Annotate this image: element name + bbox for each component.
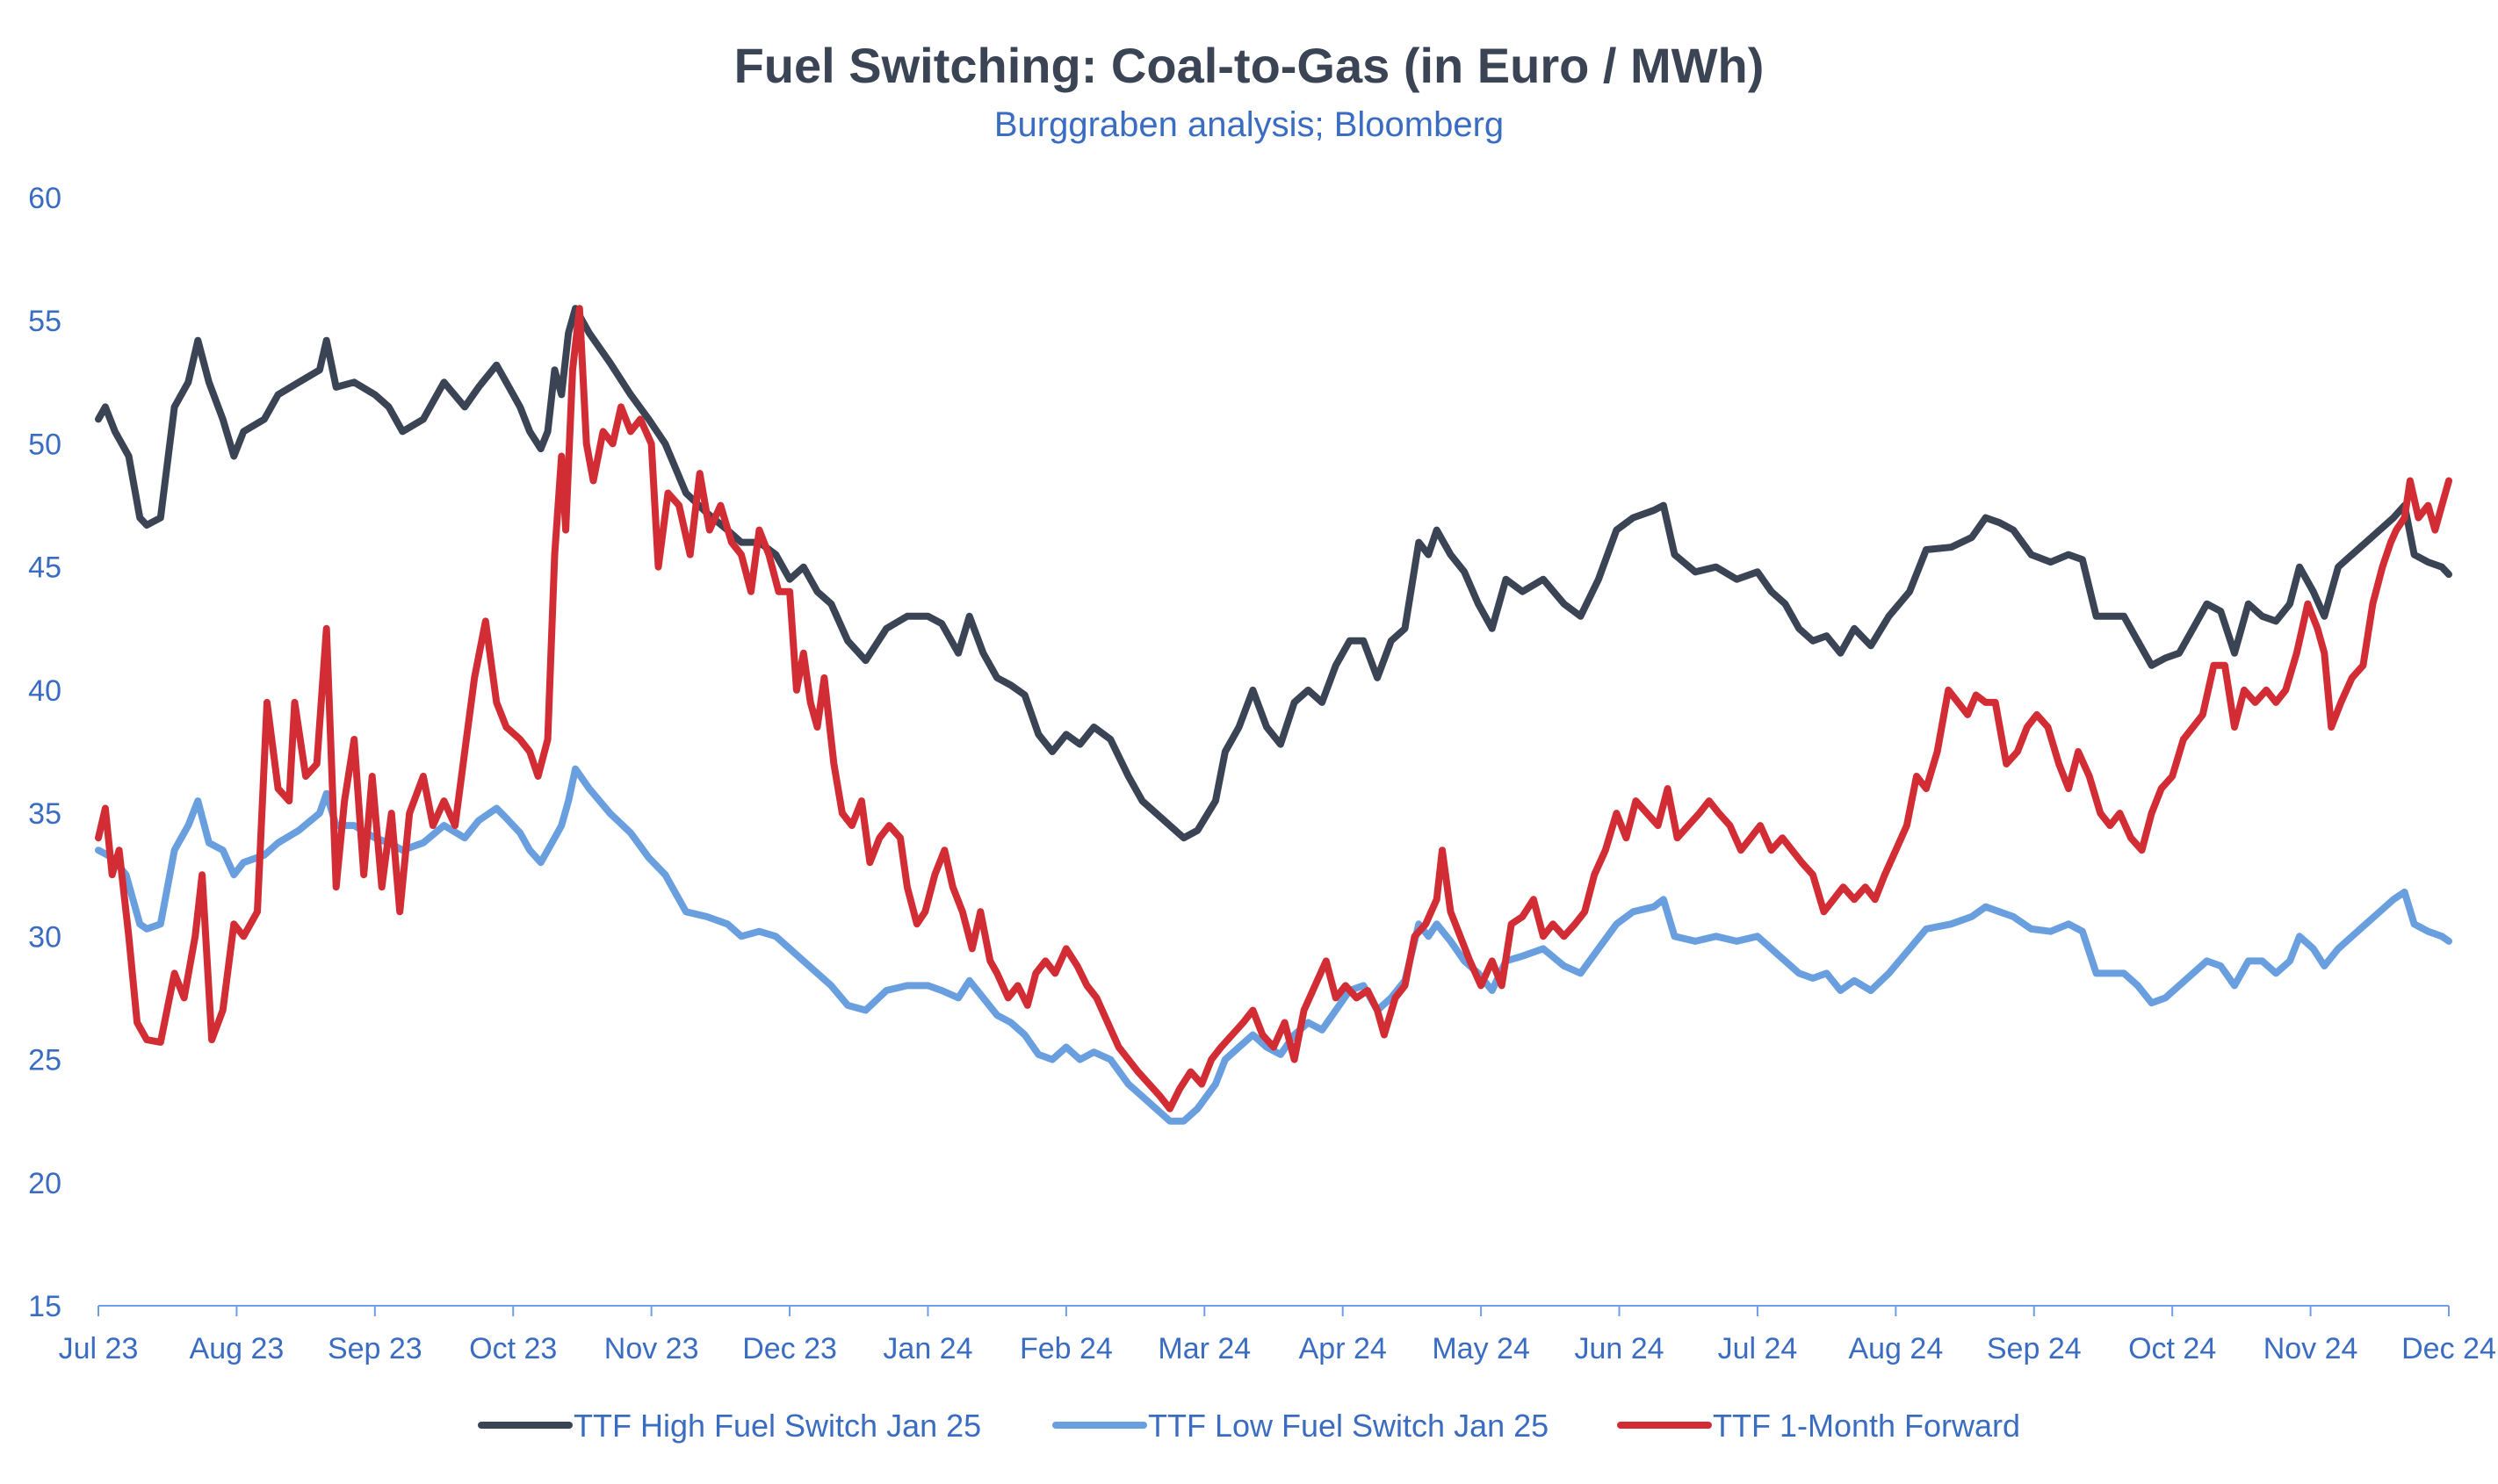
x-tick-label: Dec 23 [742, 1332, 837, 1365]
y-tick-label: 40 [28, 674, 61, 708]
x-tick-label: May 24 [1432, 1332, 1530, 1365]
legend: TTF High Fuel Switch Jan 25 TTF Low Fuel … [478, 1408, 2020, 1444]
x-tick-label: Nov 23 [604, 1332, 699, 1365]
x-tick-label: Jan 24 [883, 1332, 972, 1365]
x-tick-label: Aug 24 [1848, 1332, 1943, 1365]
series-line-3 [95, 305, 2452, 1113]
x-tick-label: Dec 24 [2401, 1332, 2496, 1365]
y-tick-label: 30 [28, 920, 61, 954]
y-tick-label: 20 [28, 1167, 61, 1200]
x-tick-label: Apr 24 [1299, 1332, 1387, 1365]
y-tick-label: 25 [28, 1044, 61, 1077]
chart-subtitle: Burggraben analysis; Bloomberg [994, 105, 1504, 144]
series-layer [95, 305, 2452, 1125]
x-tick-label: Nov 24 [2263, 1332, 2358, 1365]
x-tick-label: Jul 24 [1718, 1332, 1798, 1365]
x-tick-label: Jun 24 [1574, 1332, 1664, 1365]
x-tick-label: Sep 24 [1987, 1332, 2082, 1365]
y-tick-label: 60 [28, 182, 61, 215]
y-tick-label: 35 [28, 797, 61, 831]
x-tick-label: Feb 24 [1020, 1332, 1113, 1365]
legend-label: TTF Low Fuel Switch Jan 25 [1148, 1408, 1549, 1444]
x-tick-label: Oct 23 [469, 1332, 557, 1365]
chart-title: Fuel Switching: Coal-to-Gas (in Euro / M… [734, 38, 1765, 93]
y-tick-label: 50 [28, 428, 61, 461]
legend-label: TTF High Fuel Switch Jan 25 [574, 1408, 981, 1444]
y-tick-label: 55 [28, 305, 61, 338]
x-tick-label: Jul 23 [59, 1332, 139, 1365]
x-tick-label: Aug 23 [190, 1332, 285, 1365]
x-axis: Jul 23 Aug 23 Sep 23 Oct 23 Nov 23 Dec 23 Jan … [59, 1305, 2496, 1365]
x-tick-label: Mar 24 [1158, 1332, 1251, 1365]
series-line-1 [95, 305, 2452, 842]
x-tick-label: Oct 24 [2128, 1332, 2216, 1365]
y-tick-label: 15 [28, 1290, 61, 1323]
y-axis: 15 20 25 30 35 40 45 50 55 60 [28, 182, 61, 1323]
legend-label: TTF 1-Month Forward [1713, 1408, 2020, 1444]
series-line-2 [95, 765, 2452, 1125]
x-tick-label: Sep 23 [328, 1332, 422, 1365]
y-tick-label: 45 [28, 551, 61, 585]
